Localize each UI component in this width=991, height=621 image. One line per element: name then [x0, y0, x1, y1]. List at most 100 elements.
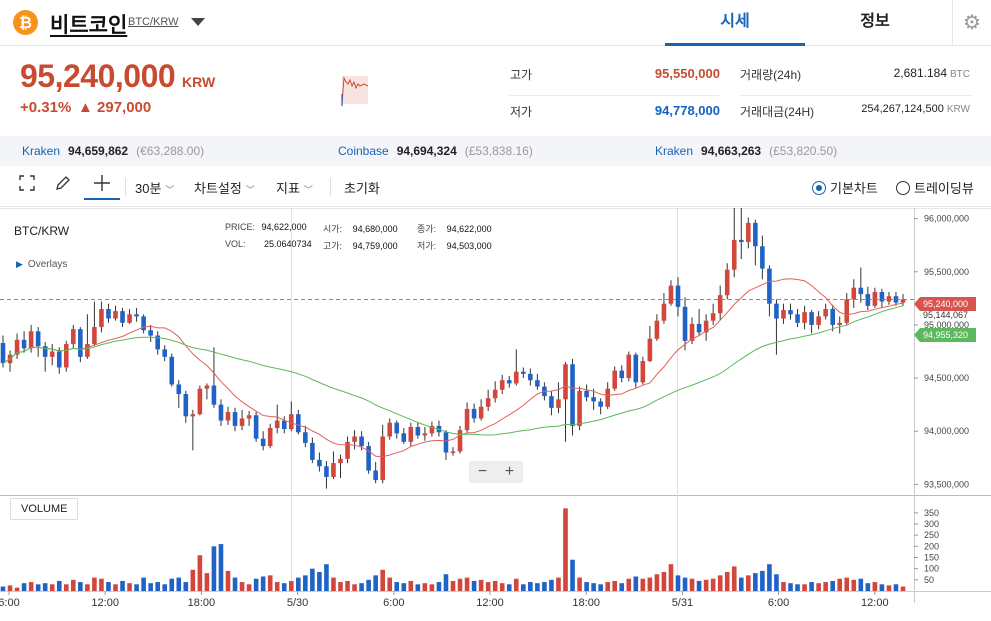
- exchange-item: Kraken 94,659,862 (€63,288.00): [22, 144, 204, 158]
- indicators-dropdown[interactable]: 지표 ﹀: [276, 178, 313, 197]
- gear-icon[interactable]: ⚙: [952, 0, 991, 46]
- overlays-toggle[interactable]: ▶ Overlays: [16, 259, 67, 270]
- candle-body: [746, 222, 751, 243]
- exchange-name[interactable]: Kraken: [22, 144, 61, 158]
- volume-bar: [218, 544, 224, 591]
- interval-dropdown[interactable]: 30분 ﹀: [135, 178, 174, 197]
- candle-body: [738, 239, 744, 243]
- volume-bar: [626, 578, 632, 591]
- volume-bar: [21, 583, 27, 591]
- candle-body: [232, 412, 238, 426]
- exchange-price: 94,659,862: [68, 144, 129, 158]
- radio-basic-chart[interactable]: 기본차트: [812, 178, 878, 197]
- candle-body: [464, 408, 470, 431]
- candle-body: [485, 398, 491, 407]
- volume-bar: [359, 583, 364, 591]
- volume-24h-unit: BTC: [950, 69, 970, 80]
- candle-body: [120, 311, 125, 323]
- candle-body: [696, 323, 702, 333]
- volume-tick-label: 150: [924, 552, 939, 562]
- ohlc-open-value: 94,680,000: [352, 224, 398, 234]
- tab-info[interactable]: 정보: [860, 13, 890, 30]
- candle-body: [809, 312, 814, 325]
- coin-name-link[interactable]: 비트코인: [50, 14, 128, 37]
- high-label: 고가: [510, 68, 533, 82]
- volume-bar: [253, 578, 259, 591]
- zoom-out-button[interactable]: −: [477, 463, 488, 480]
- crosshair-icon[interactable]: [84, 174, 120, 200]
- chevron-down-icon[interactable]: [191, 18, 205, 26]
- coin-pair-link[interactable]: BTC/KRW: [128, 16, 179, 28]
- volume-bar: [809, 582, 814, 591]
- radio-tradingview[interactable]: 트레이딩뷰: [896, 178, 974, 197]
- candle-body: [605, 388, 610, 407]
- amount-24h: 254,267,124,500 KRW: [840, 103, 970, 115]
- exchange-name[interactable]: Kraken: [655, 144, 694, 158]
- volume-bar: [696, 580, 702, 591]
- volume-bar: [450, 580, 456, 591]
- volume-bar: [183, 582, 189, 591]
- candle-body: [148, 330, 153, 336]
- zoom-in-button[interactable]: +: [504, 463, 515, 480]
- volume-tick-label: 200: [924, 541, 939, 551]
- volume-bar: [724, 572, 730, 591]
- candle-body: [570, 364, 575, 426]
- y-tick-label: 94,500,000: [924, 373, 969, 383]
- candle-body: [190, 414, 196, 417]
- tab-quote[interactable]: 시세: [665, 0, 805, 46]
- volume-bar: [633, 576, 639, 591]
- candle-body: [394, 422, 400, 434]
- volume-bar: [781, 582, 786, 591]
- candle-body: [528, 373, 533, 381]
- candle-body: [183, 394, 189, 417]
- volume-bar: [738, 577, 744, 591]
- ohlc-low-value: 94,503,000: [446, 241, 492, 251]
- exchange-price: 94,663,263: [701, 144, 762, 158]
- chevron-down-icon: ﹀: [165, 185, 175, 195]
- candle-body: [42, 346, 48, 357]
- ohlc-vol-label: VOL:: [225, 239, 246, 249]
- candle-body: [626, 354, 632, 379]
- volume-bar: [366, 579, 371, 591]
- candle-body: [134, 314, 139, 317]
- low-value: 94,778,000: [654, 103, 720, 118]
- x-tick-label: 5/30: [287, 597, 308, 609]
- candle-body: [422, 433, 428, 436]
- last-price-tag: 95,240,000: [914, 297, 976, 311]
- fullscreen-icon[interactable]: [14, 174, 40, 200]
- volume-bar: [141, 577, 146, 591]
- candle-body: [155, 335, 160, 350]
- candlestick-chart-svg[interactable]: 96,000,000 95,500,000 95,000,000 94,500,000…: [0, 208, 991, 621]
- volume-bar: [485, 582, 491, 591]
- volume-bar: [746, 575, 751, 591]
- volume-bar: [858, 578, 864, 591]
- candle-body: [584, 390, 589, 398]
- exchange-name[interactable]: Coinbase: [338, 144, 389, 158]
- candle-body: [401, 433, 407, 442]
- change-percent: +0.31%: [20, 99, 72, 116]
- candle-body: [753, 222, 758, 247]
- candle-body: [176, 384, 182, 395]
- ma-long-tag-value: 94,955,320: [923, 330, 969, 340]
- volume-bar: [176, 577, 182, 591]
- volume-bar: [499, 583, 505, 591]
- candle-body: [141, 316, 146, 331]
- pencil-icon[interactable]: [50, 174, 76, 200]
- volume-bar: [225, 570, 231, 591]
- ohlc-open-label: 시가:: [323, 224, 343, 234]
- candle-body: [296, 414, 301, 433]
- volume-bar: [753, 573, 758, 591]
- price-chart[interactable]: 96,000,000 95,500,000 95,000,000 94,500,000…: [0, 208, 991, 621]
- candle-body: [127, 314, 132, 323]
- chart-settings-dropdown[interactable]: 차트설정 ﹀: [194, 178, 255, 197]
- candle-body: [795, 314, 800, 323]
- last-price-tag-value: 95,240,000: [923, 299, 969, 309]
- ohlc-price: PRICE: 94,622,000: [225, 222, 307, 232]
- candle-body: [14, 339, 20, 355]
- ma-short-tag: 95,144,067: [920, 308, 976, 322]
- candle-body: [35, 331, 41, 347]
- reset-button[interactable]: 초기화: [344, 181, 380, 196]
- candle-body: [450, 451, 456, 453]
- candle-body: [429, 425, 435, 434]
- candle-body: [274, 420, 280, 429]
